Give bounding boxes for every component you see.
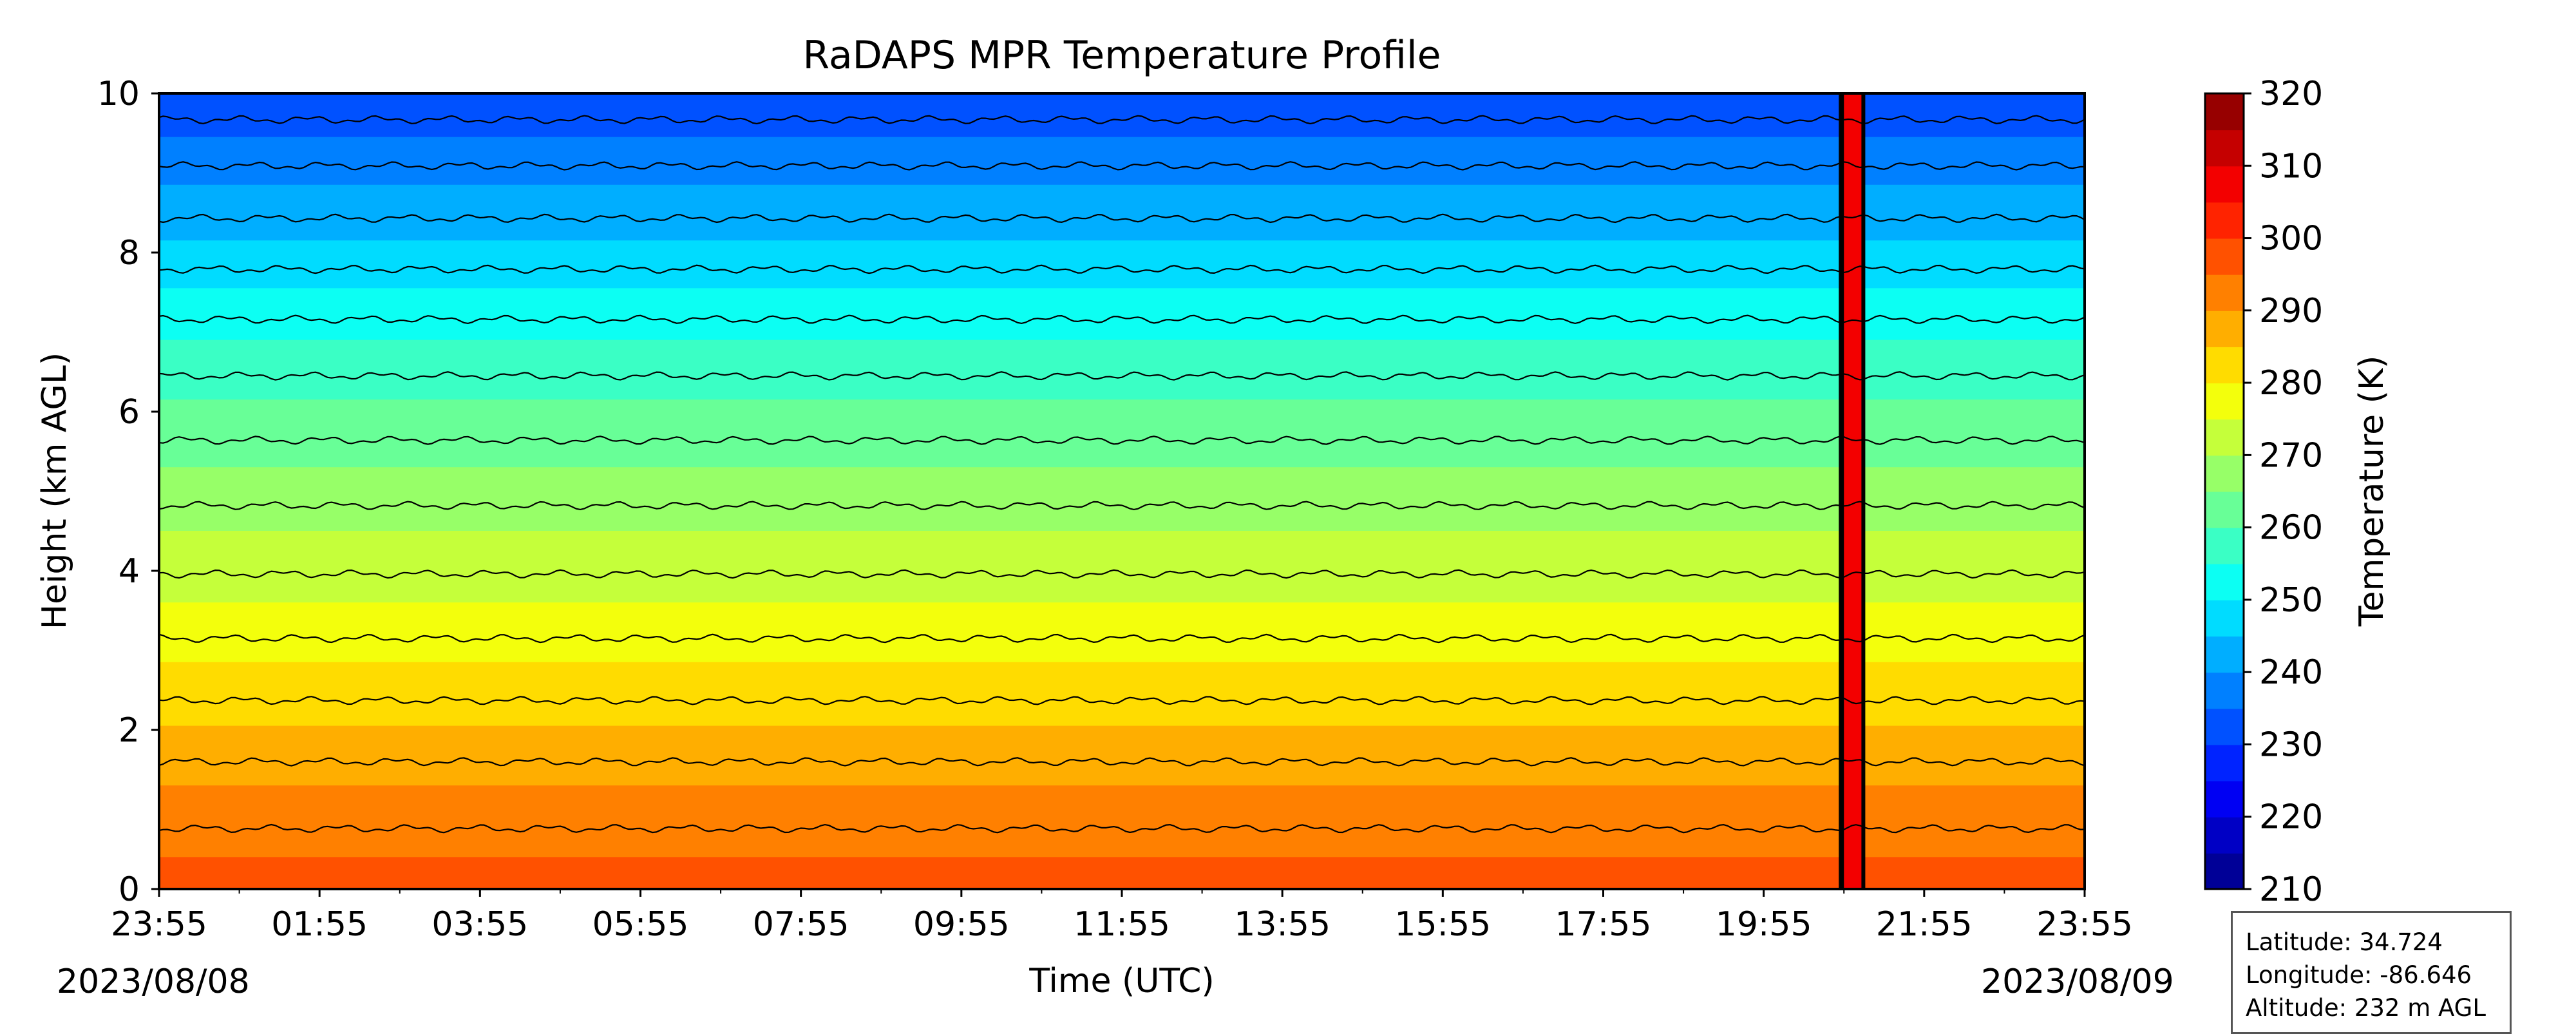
x-tick-label: 09:55: [913, 905, 1010, 944]
chart-title: RaDAPS MPR Temperature Profile: [802, 33, 1441, 78]
colorbar-tick-label: 260: [2259, 509, 2323, 548]
colorbar-segment: [2205, 744, 2244, 781]
start-date-label: 2023/08/08: [57, 962, 250, 1001]
temperature-band: [159, 725, 2085, 786]
colorbar-tick-label: 290: [2259, 292, 2323, 330]
colorbar-segment: [2205, 129, 2244, 167]
x-axis-label: Time (UTC): [1028, 962, 1214, 1000]
warm-column: [1844, 93, 1864, 889]
x-axis: 23:55 01:55 03:55 05:55 07:55 09:55 11:55 13:55…: [111, 889, 2133, 944]
y-tick-label: 10: [97, 75, 140, 113]
x-tick-label: 11:55: [1074, 905, 1170, 944]
y-tick-label: 0: [118, 870, 140, 909]
colorbar-segment: [2205, 491, 2244, 528]
colorbar-segment: [2205, 455, 2244, 492]
colorbar-segment: [2205, 636, 2244, 673]
x-tick-label: 03:55: [431, 905, 528, 944]
colorbar-tick-label: 310: [2259, 147, 2323, 186]
x-tick-label: 05:55: [592, 905, 689, 944]
colorbar-segment: [2205, 780, 2244, 818]
colorbar-segment: [2205, 238, 2244, 275]
contour-line: [159, 264, 2085, 274]
y-axis-label: Height (km AGL): [35, 352, 74, 629]
contour-line: [159, 696, 2085, 705]
colorbar-tick-label: 250: [2259, 581, 2323, 620]
colorbar-segment: [2205, 708, 2244, 745]
x-tick-label: 19:55: [1716, 905, 1812, 944]
x-tick-label: 07:55: [753, 905, 849, 944]
temperature-band: [159, 856, 2085, 889]
x-tick-label: 23:55: [2036, 905, 2133, 944]
colorbar-segment: [2205, 419, 2244, 456]
contour-line: [159, 436, 2085, 445]
colorbar-segment: [2205, 816, 2244, 854]
colorbar-segment: [2205, 672, 2244, 709]
x-tick-label: 01:55: [271, 905, 368, 944]
colorbar-segment: [2205, 599, 2244, 637]
temperature-band: [159, 184, 2085, 241]
colorbar-segment: [2205, 527, 2244, 564]
y-tick-label: 2: [118, 711, 140, 750]
station-info-box: Latitude: 34.724 Longitude: -86.646 Alti…: [2231, 911, 2512, 1034]
y-tick-label: 4: [118, 552, 140, 591]
contour-line: [159, 757, 2085, 767]
temperature-band: [159, 339, 2085, 400]
colorbar-segment: [2205, 202, 2244, 239]
colorbar-tick-label: 300: [2259, 220, 2323, 258]
plot-area: [159, 93, 2085, 889]
x-tick-label: 21:55: [1876, 905, 1973, 944]
temperature-band: [159, 287, 2085, 340]
colorbar-tick-label: 240: [2259, 653, 2323, 692]
latitude-text: Latitude: 34.724: [2246, 928, 2443, 956]
colorbar-tick-label: 270: [2259, 436, 2323, 475]
y-tick-label: 6: [118, 393, 140, 432]
contour-line: [159, 569, 2085, 579]
colorbar-tick-label: 230: [2259, 725, 2323, 764]
contour-line: [159, 823, 2085, 834]
warm-column-edge: [1839, 93, 1846, 889]
colorbar-tick-label: 210: [2259, 870, 2323, 909]
contour-line: [159, 115, 2085, 125]
temperature-band: [159, 785, 2085, 857]
y-tick-label: 8: [118, 234, 140, 273]
end-date-label: 2023/08/09: [1981, 962, 2174, 1001]
temperature-band: [159, 466, 2085, 531]
colorbar-tick-label: 280: [2259, 364, 2323, 403]
x-tick-label: 15:55: [1394, 905, 1491, 944]
warm-column-edge: [1861, 93, 1866, 889]
temperature-band: [159, 399, 2085, 468]
x-tick-label: 13:55: [1234, 905, 1331, 944]
longitude-text: Longitude: -86.646: [2246, 961, 2472, 989]
colorbar: 210 220 230 240 250 260 270 280 290 300 310 320: [2204, 75, 2323, 909]
colorbar-segment: [2205, 93, 2244, 131]
contour-line: [159, 314, 2085, 325]
colorbar-segment: [2205, 310, 2244, 347]
colorbar-tick-label: 320: [2259, 75, 2323, 113]
y-axis: 0 2 4 6 8 10: [97, 75, 159, 909]
temperature-band: [159, 240, 2085, 289]
colorbar-segment: [2205, 346, 2244, 384]
temperature-band: [159, 93, 2085, 137]
colorbar-tick-label: 220: [2259, 798, 2323, 837]
contour-line: [159, 371, 2085, 381]
altitude-text: Altitude: 232 m AGL: [2246, 994, 2486, 1022]
colorbar-segment: [2205, 852, 2244, 890]
temperature-band: [159, 530, 2085, 603]
colorbar-segment: [2205, 166, 2244, 203]
colorbar-segment: [2205, 563, 2244, 600]
colorbar-frame: [2204, 92, 2245, 890]
x-tick-label: 17:55: [1555, 905, 1652, 944]
contour-line: [159, 161, 2085, 171]
colorbar-segment: [2205, 383, 2244, 420]
colorbar-segment: [2205, 274, 2244, 311]
contour-line: [159, 213, 2085, 224]
temperature-band: [159, 602, 2085, 662]
contour-line: [159, 501, 2085, 511]
temperature-band: [159, 661, 2085, 726]
temperature-band: [159, 136, 2085, 185]
colorbar-label: Temperature (K): [2353, 356, 2391, 627]
x-tick-label: 23:55: [111, 905, 207, 944]
contour-line: [159, 633, 2085, 644]
